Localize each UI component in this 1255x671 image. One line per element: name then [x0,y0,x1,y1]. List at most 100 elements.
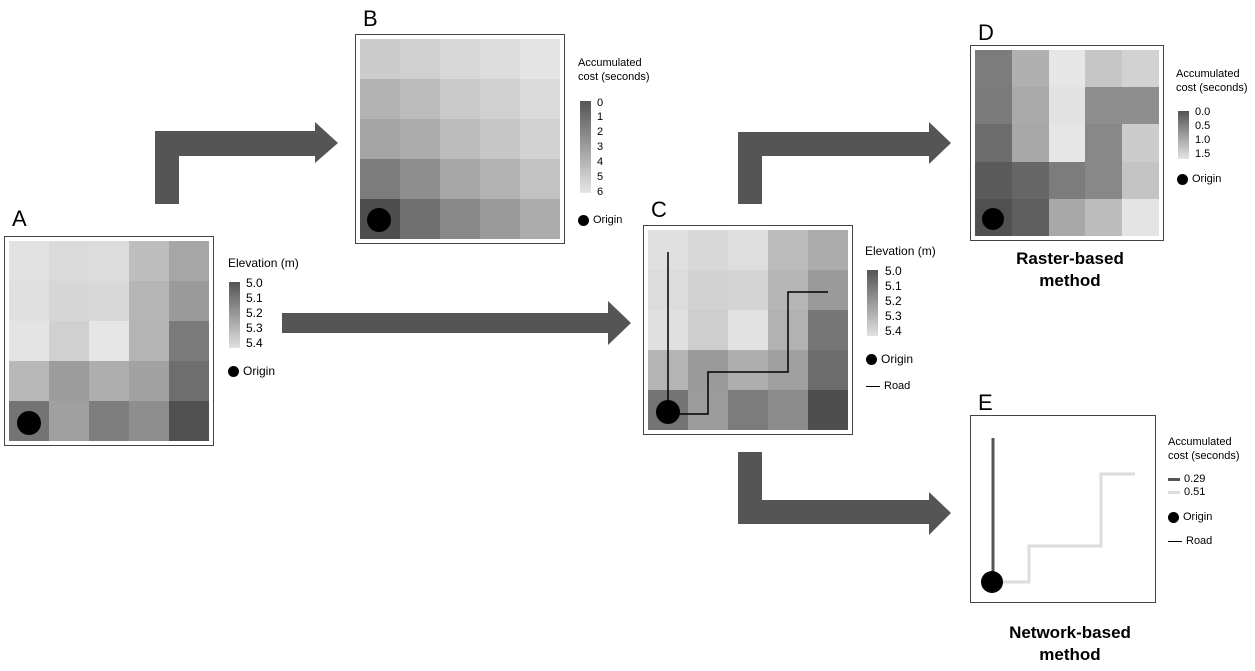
legend-tick: 0 [597,97,604,109]
legend-origin-label: Origin [881,352,914,366]
grid-cell [169,361,209,401]
legend-title-line: cost (seconds) [578,71,650,83]
grid-cell [1085,87,1123,125]
grid-cell [728,390,768,430]
legend-tick: 4 [597,156,604,168]
grid-cell [1011,87,1049,125]
grid-cell [1048,87,1086,125]
grid-cell [1085,198,1123,236]
legend-title-line: cost (seconds) [1176,82,1248,94]
legend-cost-value: 0.51 [1184,486,1206,498]
grid-cell [9,241,49,281]
dark-line-icon [1168,477,1180,481]
grid-cell [129,241,169,281]
legend-origin-b: Origin [578,214,622,226]
grid-cell [1011,124,1049,162]
grid-cell [400,199,440,239]
legend-road-label: Road [1186,535,1213,547]
grid-cell [49,361,89,401]
cost-path-high [993,472,1135,584]
grid-cell [975,87,1012,125]
grid-cell [975,50,1012,88]
grid-cell [9,361,49,401]
origin-dot-icon [578,214,589,226]
legend-road-c: Road [866,380,910,392]
grid-cell [129,281,169,321]
cost-grid-b [360,39,560,239]
grid-cell [89,321,129,361]
legend-tick: 5.2 [246,306,263,320]
grid-cell [1122,50,1159,88]
grid-cell [400,39,440,79]
grid-cell [169,321,209,361]
raster-method-caption: Raster-based method [970,248,1170,292]
grid-cell [89,361,129,401]
legend-origin-label: Origin [1183,511,1213,523]
legend-origin-label: Origin [1192,173,1222,185]
legend-colorbar-d [1178,111,1189,159]
origin-dot-icon [228,365,239,377]
panel-e-frame [970,415,1156,603]
grid-cell [808,350,848,390]
legend-title-a: Elevation (m) [228,256,299,270]
grid-cell [169,241,209,281]
grid-cell [480,39,520,79]
panel-c-label: C [651,197,667,222]
grid-cell [480,199,520,239]
legend-colorbar-c [867,270,878,336]
road-line-icon [866,385,880,387]
grid-cell [1122,161,1159,199]
grid-cell [520,199,560,239]
grid-cell [9,281,49,321]
legend-tick: 2 [597,126,604,138]
cost-grid-d [975,50,1159,236]
grid-cell [49,321,89,361]
arrow-a-to-b [155,122,338,204]
elevation-grid-c [648,230,848,430]
origin-marker-e [981,571,1003,593]
grid-cell [728,270,768,310]
legend-title-line: Accumulated [1176,68,1240,80]
legend-title-b: Accumulated cost (seconds) [578,56,650,84]
grid-cell [360,39,400,79]
grid-cell [440,159,480,199]
grid-cell [1122,198,1159,236]
legend-tick: 5.2 [885,294,902,308]
grid-cell [808,310,848,350]
grid-cell [1085,161,1123,199]
legend-title-e: Accumulated cost (seconds) [1168,435,1240,463]
grid-cell [728,230,768,270]
grid-cell [768,390,808,430]
legend-colorbar-b [580,101,591,193]
arrow-c-to-e [738,452,951,535]
legend-tick: 1.5 [1195,148,1211,160]
grid-cell [440,199,480,239]
grid-cell [728,310,768,350]
grid-cell [89,281,129,321]
origin-dot-icon [1177,173,1188,185]
grid-cell [808,390,848,430]
grid-cell [688,310,728,350]
grid-cell [520,39,560,79]
legend-origin-c: Origin [866,352,913,366]
grid-cell [360,79,400,119]
grid-cell [1048,198,1086,236]
grid-cell [1011,198,1049,236]
legend-origin-label: Origin [593,214,623,226]
grid-cell [768,230,808,270]
elevation-grid-a [9,241,209,441]
grid-cell [400,79,440,119]
legend-road-label: Road [884,380,911,392]
origin-dot-icon [1168,511,1179,523]
grid-cell [400,159,440,199]
grid-cell [1085,124,1123,162]
legend-tick: 0.5 [1195,120,1211,132]
legend-title-c: Elevation (m) [865,244,936,258]
grid-cell [688,230,728,270]
grid-cell [49,281,89,321]
grid-cell [129,401,169,441]
legend-tick: 6 [597,186,604,198]
grid-cell [975,161,1012,199]
grid-cell [129,361,169,401]
